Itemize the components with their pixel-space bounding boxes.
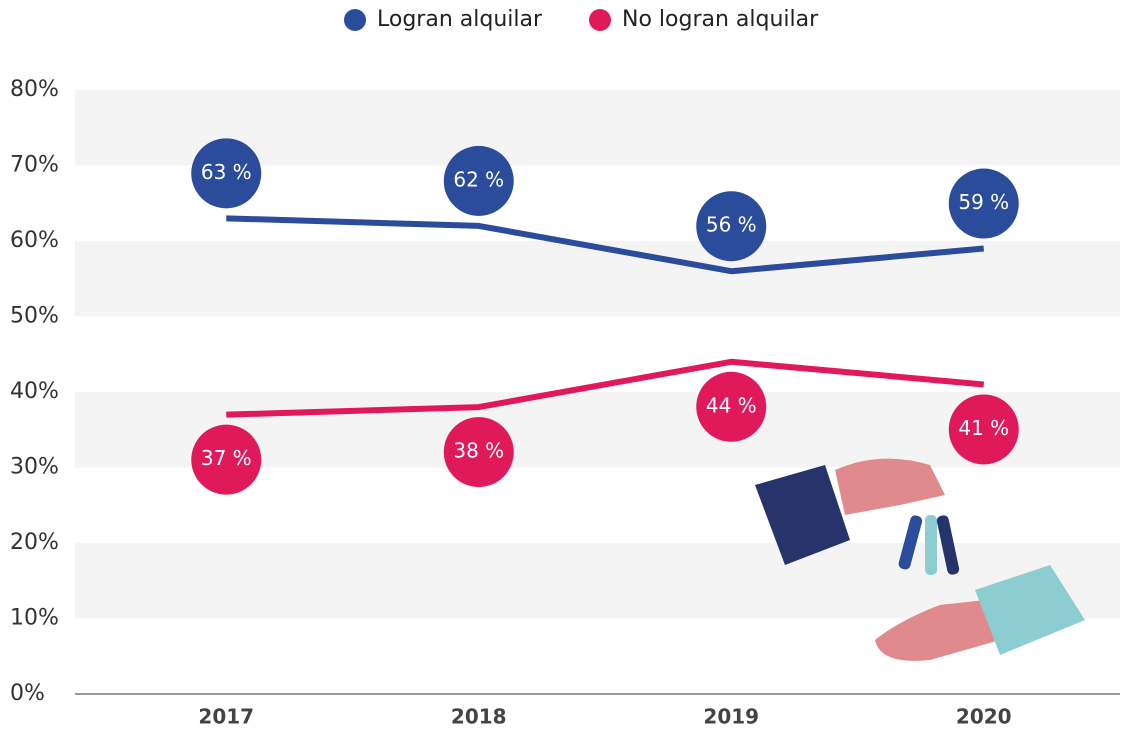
- sleeve-right: [975, 565, 1085, 655]
- y-tick-label: 50%: [10, 304, 59, 329]
- legend-label: No logran alquilar: [622, 7, 819, 32]
- y-tick-label: 40%: [10, 379, 59, 404]
- key: [898, 515, 923, 570]
- value-bubble: [948, 394, 1019, 465]
- value-bubble: [696, 371, 767, 442]
- x-tick-label: 2019: [703, 705, 759, 729]
- series-line: [226, 215, 985, 275]
- value-bubble: [696, 191, 767, 262]
- value-label: 56 %: [706, 213, 757, 237]
- x-tick-label: 2020: [956, 705, 1012, 729]
- illustration: [755, 458, 1085, 661]
- legend-marker: [344, 9, 366, 31]
- x-tick-label: 2017: [198, 705, 254, 729]
- value-label: 38 %: [453, 439, 504, 463]
- value-label: 44 %: [706, 393, 757, 417]
- y-tick-label: 30%: [10, 455, 59, 480]
- value-label: 37 %: [201, 446, 252, 470]
- value-bubble: [191, 138, 262, 209]
- value-label: 41 %: [958, 416, 1009, 440]
- legend-label: Logran alquilar: [377, 7, 543, 32]
- value-bubble: [443, 145, 514, 216]
- y-tick-label: 10%: [10, 606, 59, 631]
- legend-marker: [589, 9, 611, 31]
- value-bubble: [948, 168, 1019, 239]
- y-tick-label: 20%: [10, 530, 59, 555]
- y-tick-label: 70%: [10, 153, 59, 178]
- y-tick-label: 0%: [10, 681, 45, 706]
- value-label: 62 %: [453, 167, 504, 191]
- key: [936, 515, 960, 575]
- hand-right: [875, 600, 1000, 661]
- x-tick-label: 2018: [451, 705, 507, 729]
- value-label: 59 %: [958, 190, 1009, 214]
- y-tick-label: 60%: [10, 228, 59, 253]
- y-tick-label: 80%: [10, 77, 59, 102]
- series-line: [226, 358, 985, 418]
- value-bubble: [443, 417, 514, 488]
- hand-left: [835, 458, 945, 515]
- sleeve-left: [755, 465, 850, 565]
- value-label: 63 %: [201, 160, 252, 184]
- key: [925, 515, 937, 575]
- value-bubble: [191, 424, 262, 495]
